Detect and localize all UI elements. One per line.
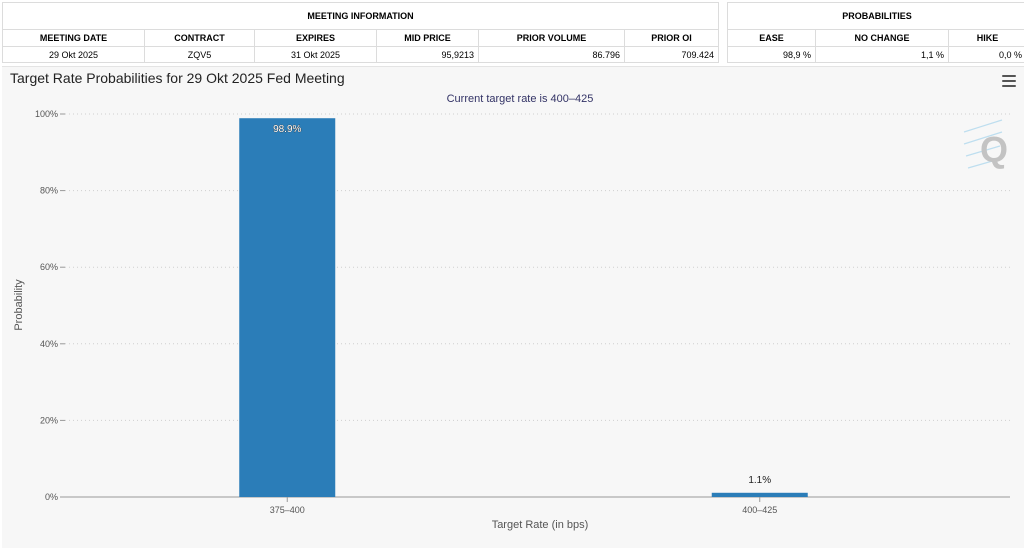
bar-data-label: 98.9% (273, 124, 301, 135)
hamburger-menu-icon[interactable] (1002, 75, 1016, 87)
hike-cell: 0,0 % (948, 46, 1024, 63)
prior-volume-cell: 86.796 (478, 46, 625, 63)
prior-oi-cell: 709.424 (623, 46, 720, 63)
x-axis-title: Target Rate (in bps) (492, 519, 589, 531)
y-tick-label: 80% (40, 186, 58, 196)
x-tick-label: 375–400 (270, 505, 305, 515)
q-logo-letter: Q (980, 129, 1008, 170)
q-logo-icon: Q (963, 119, 1008, 170)
bar[interactable] (711, 492, 808, 497)
bar-series: 98.9% 1.1% (239, 118, 808, 497)
chart-title: Target Rate Probabilities for 29 Okt 202… (10, 70, 345, 86)
no-change-cell: 1,1 % (815, 46, 949, 63)
mid-price-cell: 95,9213 (376, 46, 479, 63)
probabilities-header: PROBABILITIES (727, 2, 1024, 30)
meeting-information-header: MEETING INFORMATION (1, 2, 720, 30)
contract-cell: ZQV5 (144, 46, 255, 63)
x-tick-label: 400–425 (742, 505, 777, 515)
table-row: 29 Okt 2025 ZQV5 31 Okt 2025 95,9213 86.… (2, 46, 720, 63)
probabilities-table: PROBABILITIES EASE NO CHANGE HIKE 98,9 %… (727, 2, 1024, 63)
bar[interactable] (239, 118, 336, 497)
chart-container: Target Rate Probabilities for 29 Okt 202… (2, 66, 1024, 548)
gridlines (65, 113, 1010, 421)
y-axis-title: Probability (13, 279, 25, 331)
bar-data-label: 1.1% (748, 475, 771, 486)
chart-subtitle: Current target rate is 400–425 (447, 93, 594, 105)
y-axis-ticks: 0% 20% 40% 60% 80% 100% (35, 109, 65, 502)
y-tick-label: 40% (40, 339, 58, 349)
meeting-date-cell: 29 Okt 2025 (2, 46, 145, 63)
y-tick-label: 60% (40, 262, 58, 272)
y-tick-label: 0% (45, 492, 58, 502)
y-tick-label: 20% (40, 415, 58, 425)
meeting-information-table: MEETING INFORMATION MEETING DATE CONTRAC… (1, 2, 720, 63)
x-axis-ticks: 375–400 400–425 (270, 497, 777, 515)
table-row: 98,9 % 1,1 % 0,0 % (727, 46, 1024, 63)
y-tick-label: 100% (35, 109, 58, 119)
